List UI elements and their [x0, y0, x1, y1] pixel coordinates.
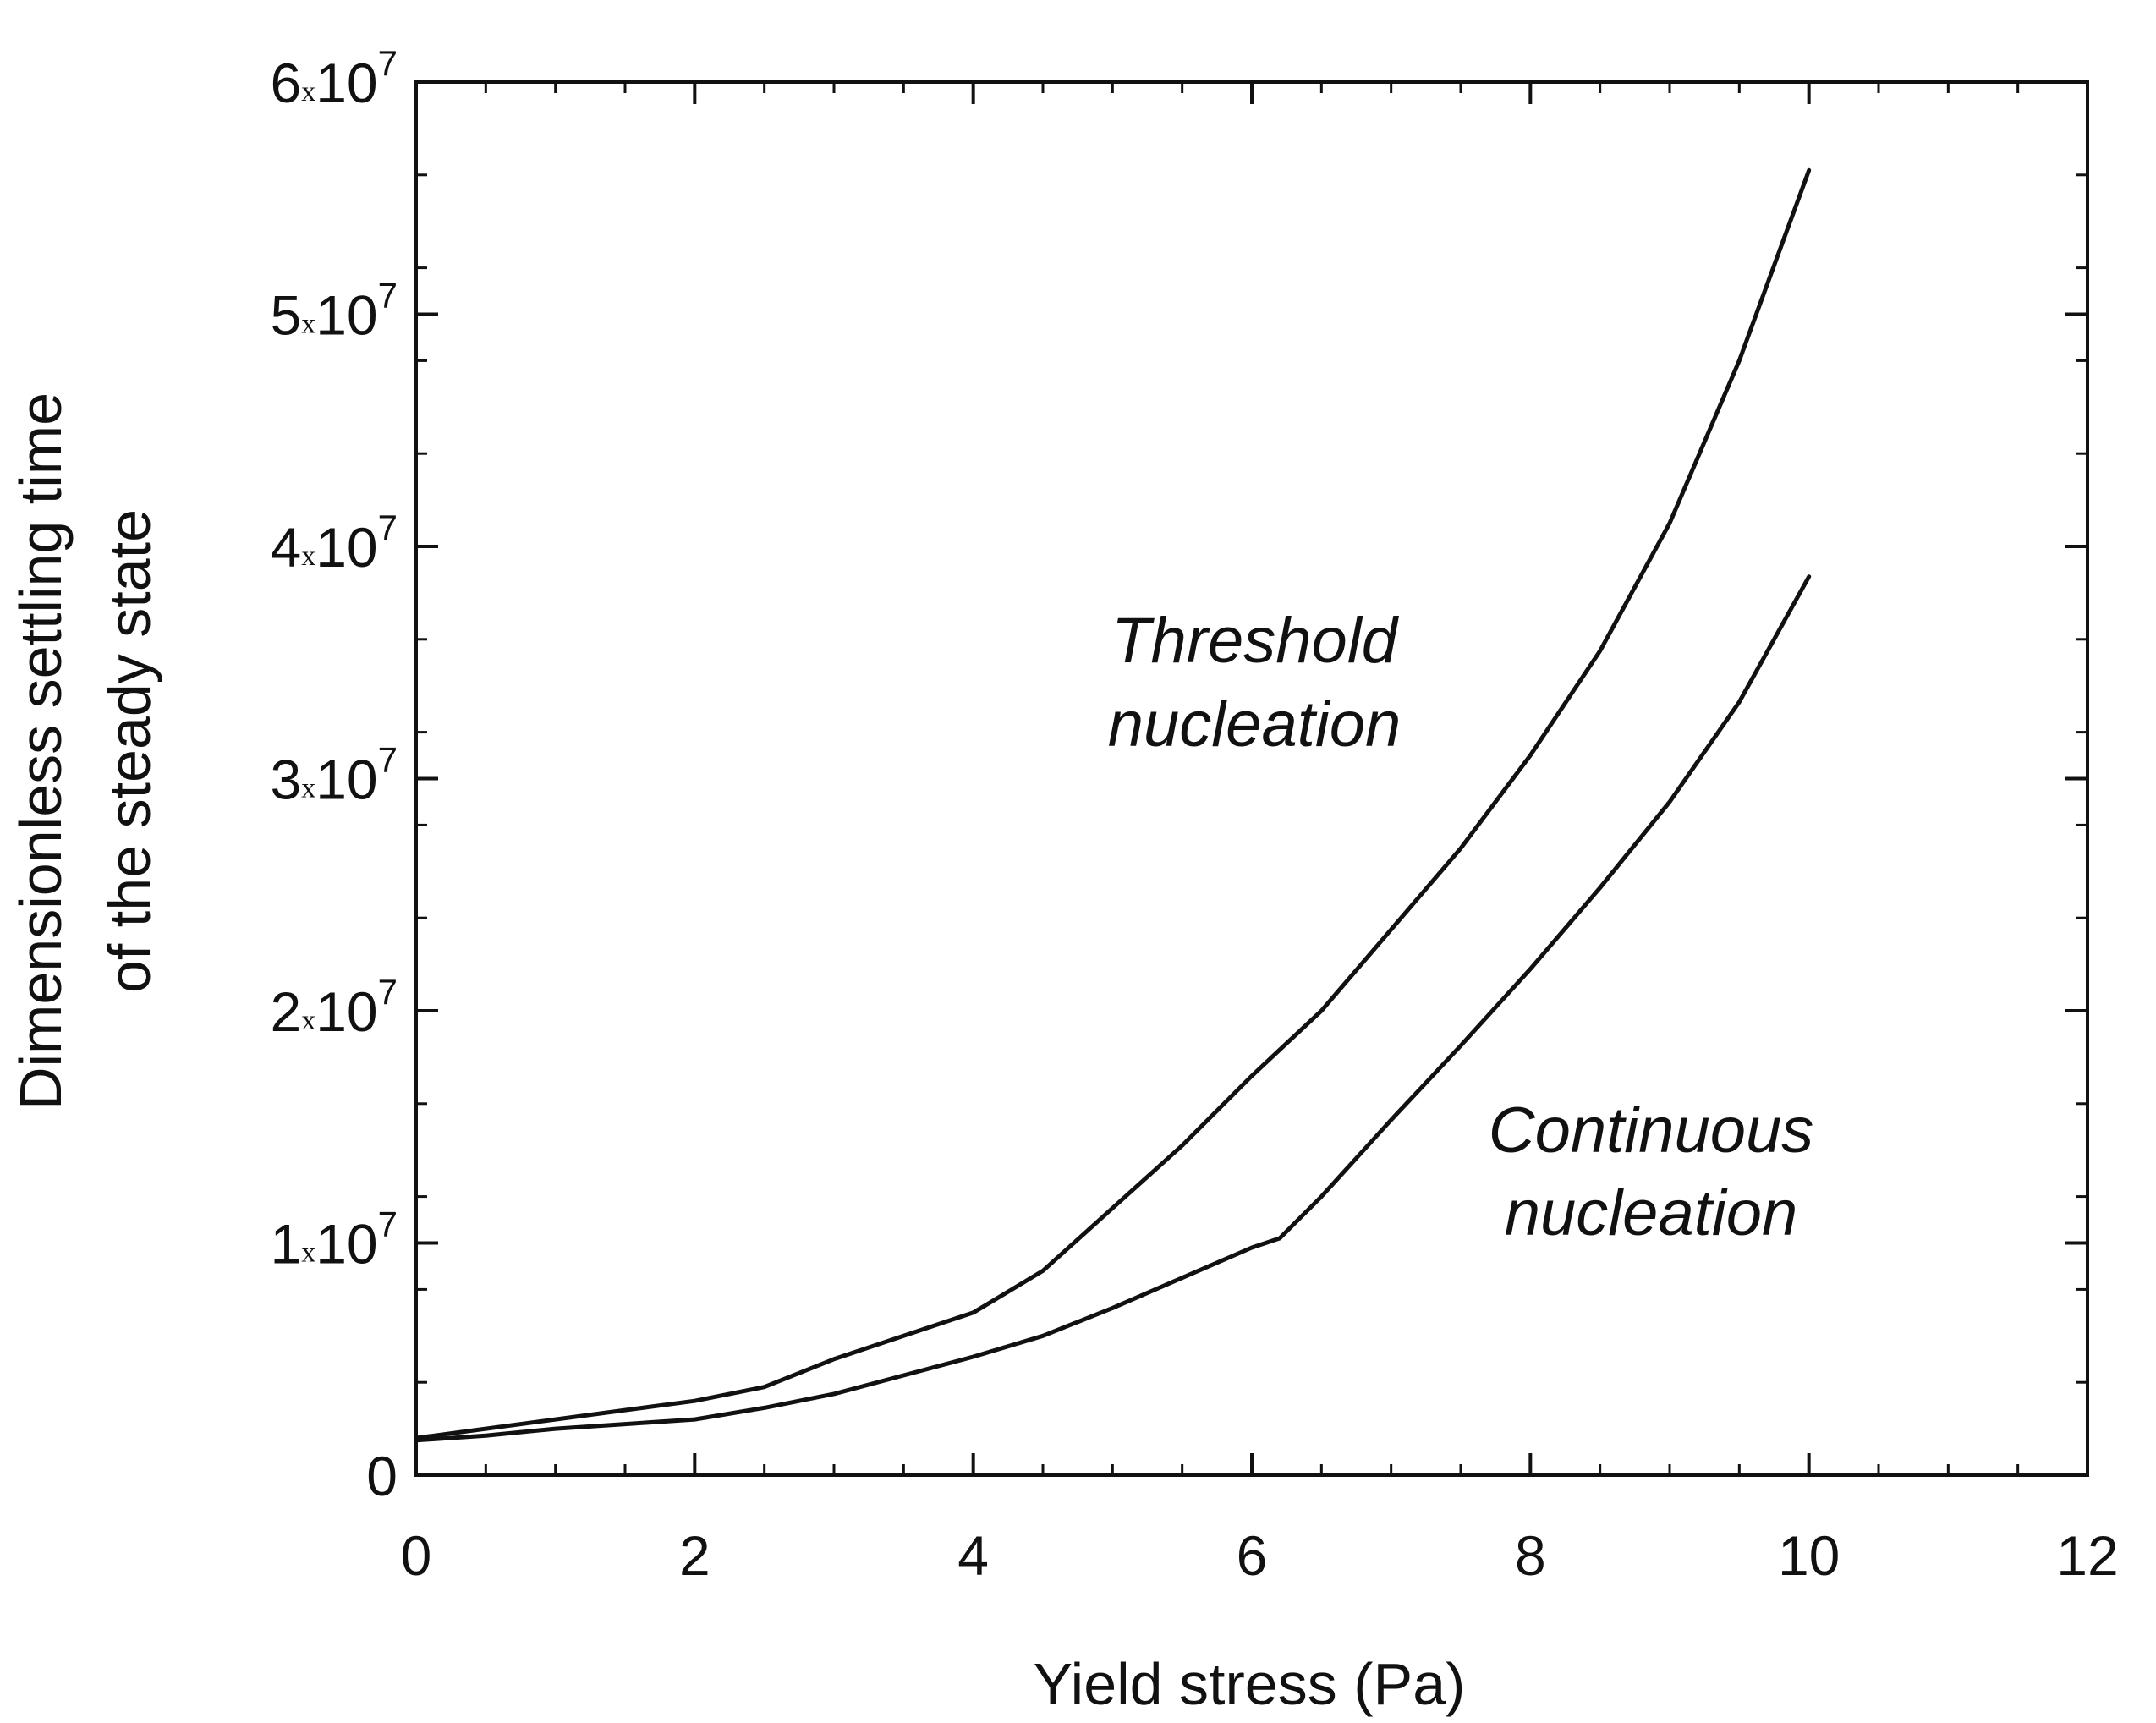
- x-tick-label: 4: [957, 1524, 989, 1587]
- x-tick-label: 10: [1778, 1524, 1840, 1587]
- x-tick-label: 8: [1515, 1524, 1546, 1587]
- threshold-annotation-line-1: Threshold: [1111, 605, 1400, 677]
- continuous-annotation-line-1: Continuous: [1489, 1095, 1814, 1166]
- x-tick-label: 12: [2056, 1524, 2118, 1587]
- y-tick-label: 0: [366, 1445, 398, 1507]
- y-tick-label: 6x107: [271, 43, 398, 114]
- x-axis-label: Yield stress (Pa): [1034, 1651, 1466, 1717]
- y-tick-label: 2x107: [271, 972, 398, 1043]
- major-ticks: [414, 80, 2089, 1477]
- y-tick-label: 4x107: [271, 508, 398, 579]
- y-tick-labels: 0 1x107 2x107 3x107 4x107 5x107 6x107: [271, 43, 398, 1507]
- x-tick-label: 2: [679, 1524, 710, 1587]
- series-line-threshold-nucleation: [414, 167, 1812, 1440]
- y-tick-label: 3x107: [271, 740, 398, 811]
- y-tick-label: 5x107: [271, 276, 398, 347]
- x-tick-label: 6: [1237, 1524, 1268, 1587]
- plot-frame: [414, 80, 2089, 1477]
- x-tick-labels: 0 2 4 6 8 10 12: [401, 1524, 2119, 1587]
- y-tick-label: 1x107: [271, 1204, 398, 1276]
- series-line-continuous-nucleation: [414, 574, 1812, 1443]
- minor-ticks: [414, 80, 2089, 1477]
- continuous-annotation-line-2: nucleation: [1505, 1177, 1798, 1249]
- x-tick-label: 0: [401, 1524, 432, 1587]
- y-axis-label-line-1: Dimensionless settling time: [8, 392, 74, 1110]
- y-axis-label-line-2: of the steady state: [96, 509, 162, 993]
- threshold-annotation-line-2: nucleation: [1108, 689, 1402, 760]
- series-layer: [414, 167, 1812, 1443]
